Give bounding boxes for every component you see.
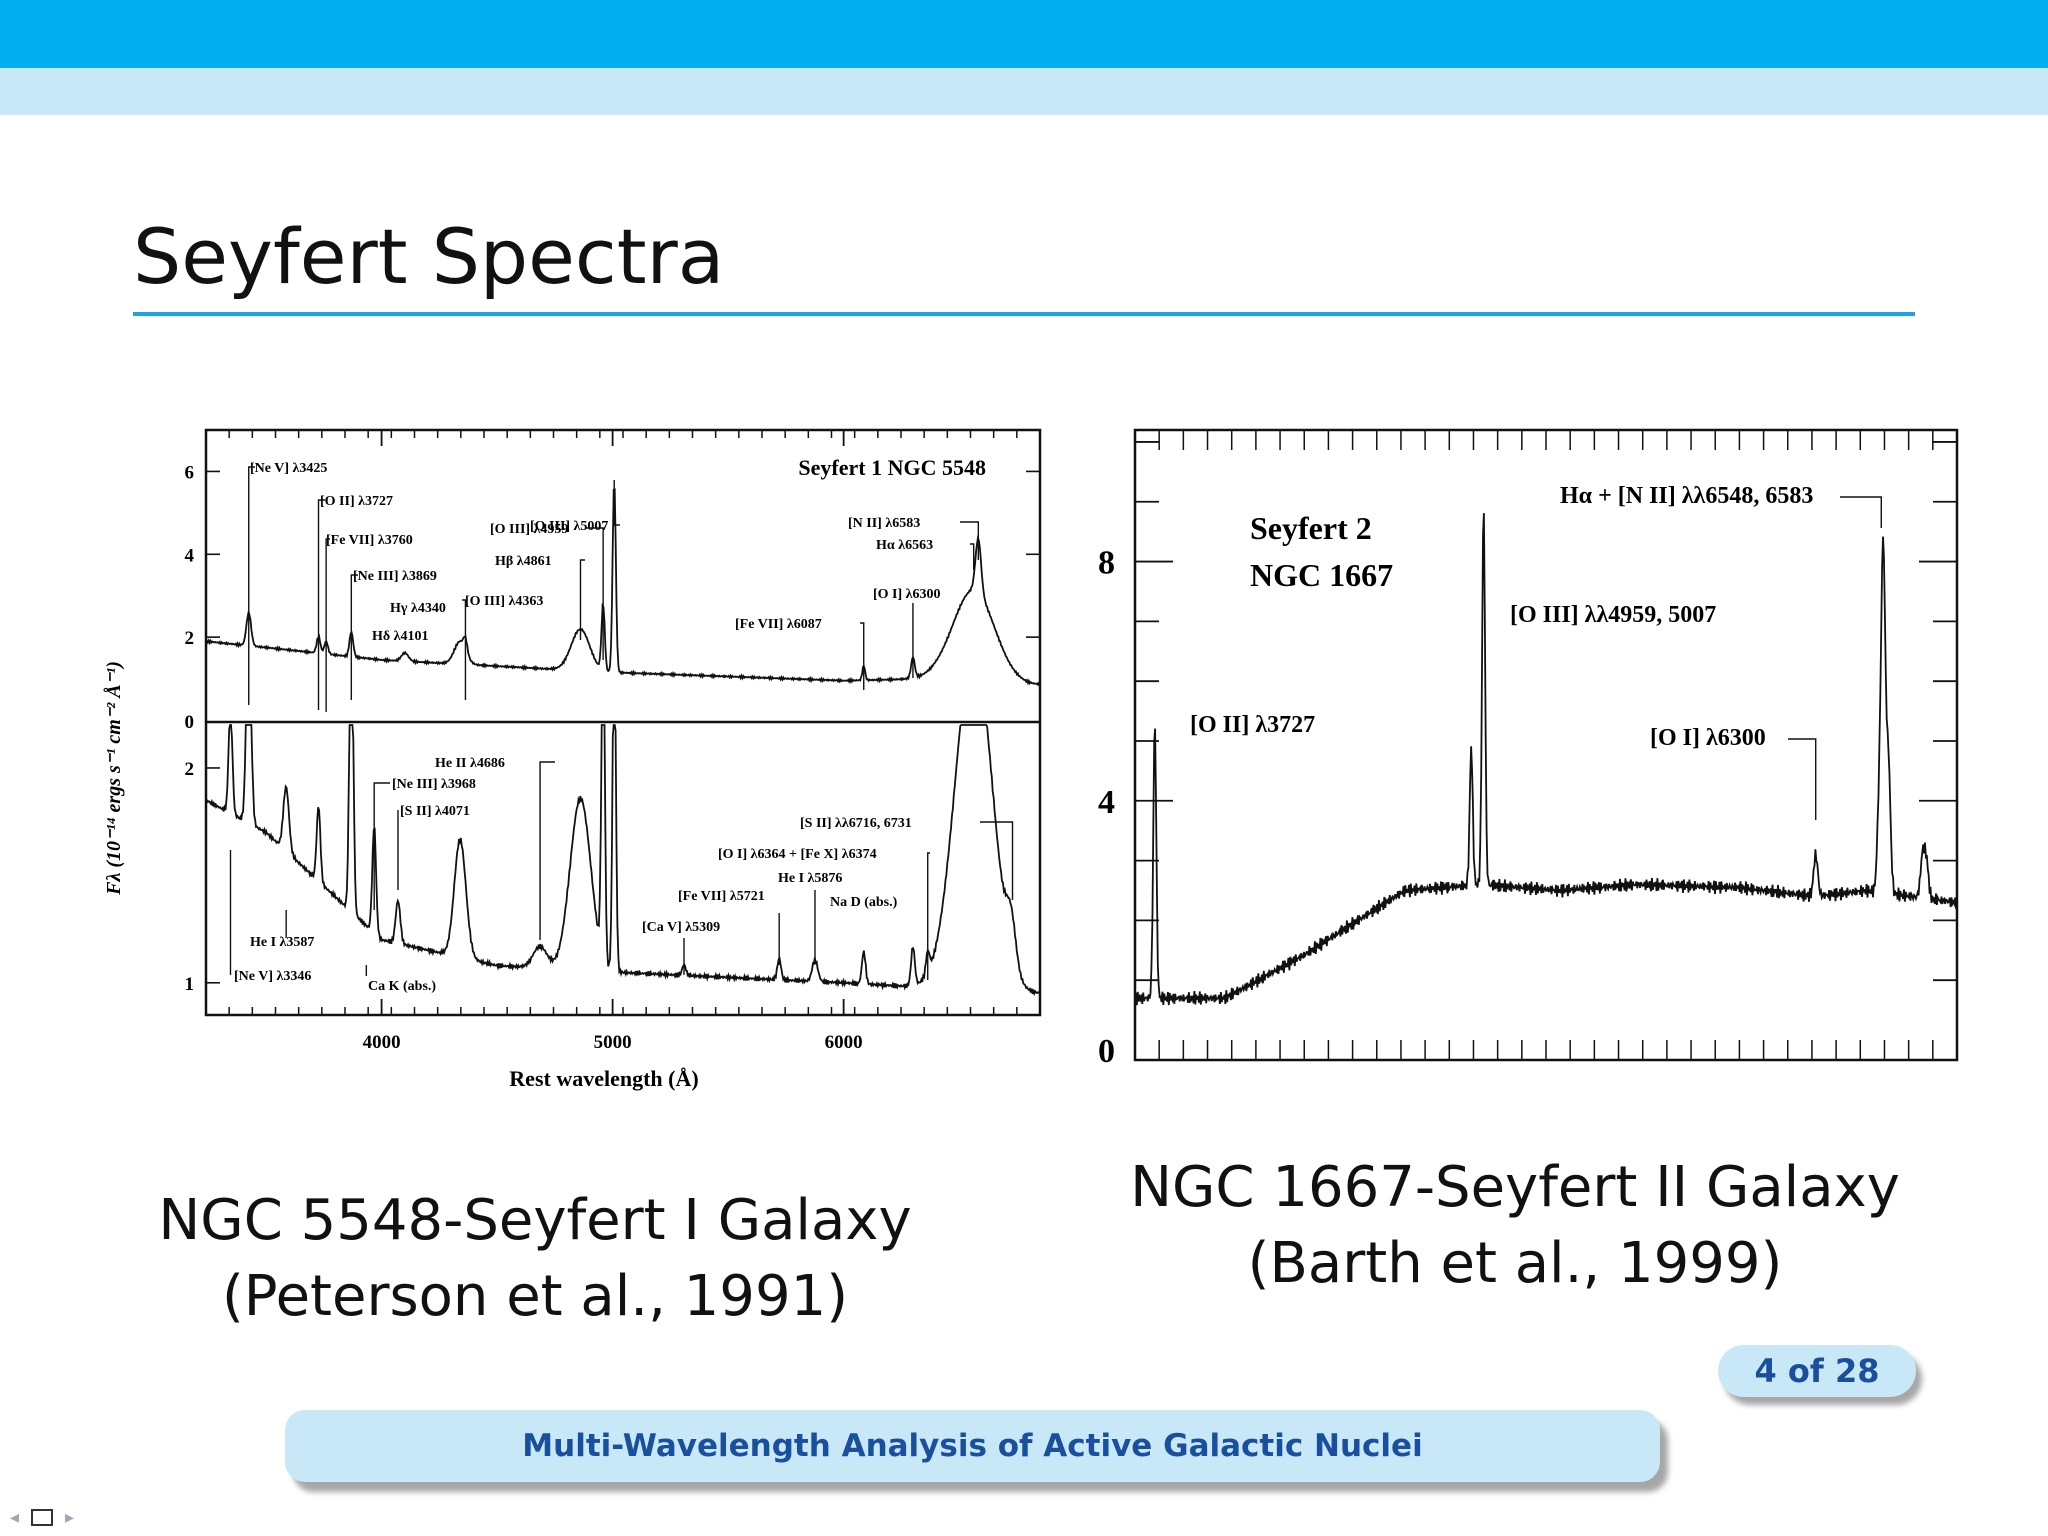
frame-box-icon[interactable] [31, 1508, 54, 1526]
label-leader [860, 622, 865, 690]
slide-navigation: ◂ ▸ [10, 1505, 74, 1529]
line-label-lower: He II λ4686 [435, 756, 505, 771]
label-leader [373, 782, 390, 910]
line-label-lower: [S II] λ4071 [400, 804, 470, 819]
footer-title: Multi-Wavelength Analysis of Active Gala… [285, 1410, 1660, 1482]
label-leader [613, 480, 620, 526]
triangle-right-icon[interactable]: ▸ [65, 1506, 75, 1528]
label-leader [350, 574, 358, 700]
line-label-upper: Hγ λ4340 [390, 601, 446, 616]
line-label-upper: [O III] λ5007 [530, 519, 608, 534]
caption-left-line2: (Peterson et al., 1991) [221, 1264, 849, 1329]
chart-seyfert1-ngc5548: 2 4 6 0 1 2 4000 5000 6000 [Ne V] λ3425 [O II] λ3… [103, 428, 1042, 1091]
label-leader [585, 527, 604, 660]
caption-left-line1: NGC 5548-Seyfert I Galaxy [158, 1188, 912, 1253]
label-leader [927, 852, 930, 980]
label-leader [960, 521, 980, 560]
line-label-lower: Na D (abs.) [830, 895, 898, 910]
line-label-lower: [Ca V] λ5309 [642, 920, 720, 935]
line-label-upper: [O II] λ3727 [320, 494, 393, 509]
line-label-upper: Hβ λ4861 [495, 554, 552, 569]
x-tick-label: 6000 [825, 1032, 863, 1053]
line-label-upper: [Fe VII] λ6087 [735, 617, 822, 632]
line-label-lower: [S II] λλ6716, 6731 [800, 816, 912, 831]
line-label-upper: [Fe VII] λ3760 [326, 533, 413, 548]
line-label: [O I] λ6300 [1650, 725, 1766, 751]
slide-title: Seyfert Spectra [133, 212, 725, 301]
label-leader [980, 821, 1014, 900]
line-label-lower: [O I] λ6364 + [Fe X] λ6374 [718, 847, 877, 862]
y-tick-label: 1 [185, 974, 195, 995]
label-leader [248, 466, 255, 705]
line-label-upper: [Ne III] λ3869 [353, 569, 437, 584]
line-label-lower: [Ne III] λ3968 [392, 777, 476, 792]
triangle-left-icon[interactable]: ◂ [10, 1506, 20, 1528]
caption-right-line1: NGC 1667-Seyfert II Galaxy [1130, 1155, 1900, 1220]
y-tick-label: 2 [185, 759, 195, 780]
line-label-lower: He I λ3587 [250, 935, 314, 950]
chart-title-line1: Seyfert 2 [1250, 510, 1372, 546]
y-tick-label: 2 [185, 628, 195, 649]
page-counter: 4 of 28 [1718, 1345, 1916, 1397]
line-label-upper: [O III] λ4959 [490, 522, 568, 537]
x-tick-label: 5000 [594, 1032, 632, 1053]
caption-left: NGC 5548-Seyfert I Galaxy (Peterson et a… [150, 1183, 920, 1335]
label-leader [317, 499, 325, 710]
line-label-upper: Hδ λ4101 [372, 629, 429, 644]
line-label: [O II] λ3727 [1190, 712, 1315, 738]
header-subbar [0, 68, 2048, 115]
header-bar [0, 0, 2048, 68]
x-axis-label: Rest wavelength (Å) [509, 1066, 698, 1091]
line-label-lower: [Fe VII] λ5721 [678, 889, 765, 904]
y-axis-label: Fλ (10⁻¹⁴ ergs s⁻¹ cm⁻² Å⁻¹) [103, 661, 125, 896]
line-label-lower: [Ne V] λ3346 [234, 969, 311, 984]
spectrum [1134, 513, 1957, 1006]
chart-seyfert2-ngc1667: 0 4 8 Hα + [N II] λλ6548, 6583 [O III] λλ49… [1098, 428, 1959, 1070]
line-label: Hα + [N II] λλ6548, 6583 [1560, 483, 1813, 509]
title-rule [133, 312, 1915, 316]
line-label: [O III] λλ4959, 5007 [1510, 602, 1716, 628]
label-leader [325, 538, 330, 712]
y-tick-label: 0 [1098, 1033, 1115, 1070]
spectrum-lower [205, 724, 1041, 997]
y-tick-label: 4 [185, 545, 195, 566]
line-label-upper: [N II] λ6583 [848, 516, 920, 531]
label-leader [1788, 738, 1817, 820]
line-label-lower: Ca K (abs.) [368, 979, 436, 994]
line-label-upper: [O I] λ6300 [873, 587, 941, 602]
line-label-upper: [O III] λ4363 [465, 594, 543, 609]
chart-title-line2: NGC 1667 [1250, 557, 1393, 593]
y-tick-label: 4 [1098, 784, 1115, 821]
label-leader [539, 761, 555, 940]
label-leader [970, 543, 975, 570]
y-tick-label: 8 [1098, 545, 1115, 582]
caption-right-line2: (Barth et al., 1999) [1247, 1231, 1783, 1296]
line-label-upper: [Ne V] λ3425 [250, 461, 327, 476]
y-tick-label: 6 [185, 462, 195, 483]
caption-right: NGC 1667-Seyfert II Galaxy (Barth et al.… [1120, 1150, 1910, 1302]
spectrum-upper [205, 488, 1041, 688]
y-tick-label: 0 [185, 712, 195, 733]
line-label-upper: Hα λ6563 [876, 538, 933, 553]
label-leader [1840, 496, 1882, 528]
chart-title: Seyfert 1 NGC 5548 [798, 455, 986, 480]
label-leader [579, 559, 585, 640]
x-tick-label: 4000 [363, 1032, 401, 1053]
label-leader [462, 599, 467, 700]
line-label-lower: He I λ5876 [778, 871, 842, 886]
